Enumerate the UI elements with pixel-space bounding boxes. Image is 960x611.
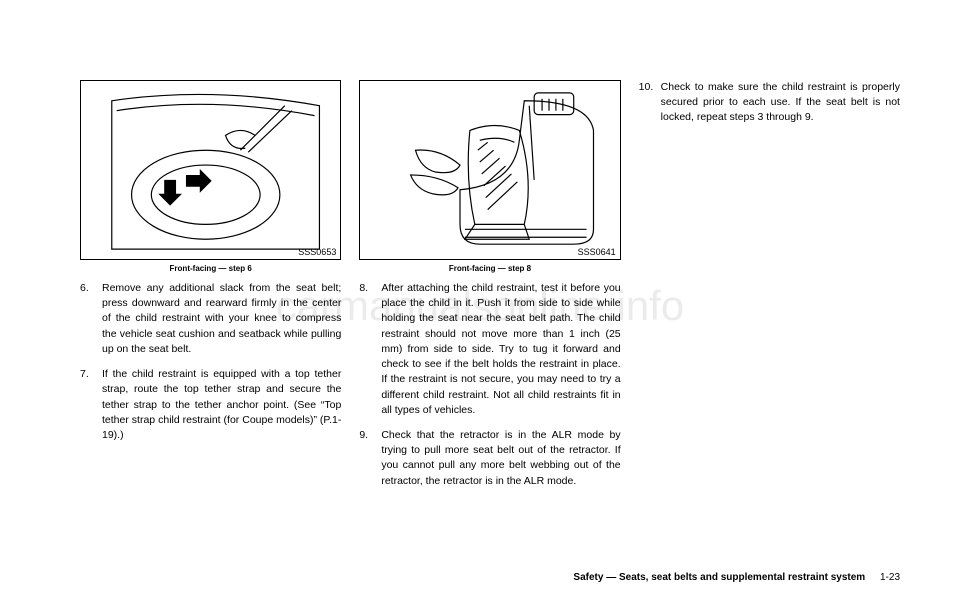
column-3: 10. Check to make sure the child restrai… [639,80,900,499]
figure-step-8: SSS0641 [359,80,620,260]
illustration-test-restraint [360,81,619,259]
figure-step-6: SSS0653 [80,80,341,260]
step-10: 10. Check to make sure the child restrai… [639,80,900,126]
step-8: 8. After attaching the child restraint, … [359,281,620,418]
figure-caption: Front-facing — step 6 [80,264,341,273]
step-text: Check to make sure the child restraint i… [661,80,900,126]
manual-page: SSS0653 Front-facing — step 6 6. Remove … [0,0,960,529]
footer-page-number: 1-23 [880,572,900,583]
figure-caption: Front-facing — step 8 [359,264,620,273]
step-text: Remove any additional slack from the sea… [102,281,341,357]
figure-code: SSS0641 [578,247,616,257]
step-text: If the child restraint is equipped with … [102,367,341,443]
column-1: SSS0653 Front-facing — step 6 6. Remove … [80,80,341,499]
step-9: 9. Check that the retractor is in the AL… [359,428,620,489]
step-text: After attaching the child restraint, tes… [381,281,620,418]
figure-code: SSS0653 [298,247,336,257]
page-footer: Safety — Seats, seat belts and supplemen… [573,572,900,583]
column-2: SSS0641 Front-facing — step 8 8. After a… [359,80,620,499]
footer-section: Safety — Seats, seat belts and supplemen… [573,572,865,583]
step-6: 6. Remove any additional slack from the … [80,281,341,357]
step-number: 10. [639,80,661,126]
step-number: 8. [359,281,381,418]
step-text: Check that the retractor is in the ALR m… [381,428,620,489]
step-7: 7. If the child restraint is equipped wi… [80,367,341,443]
step-number: 6. [80,281,102,357]
step-number: 7. [80,367,102,443]
illustration-belt-slack [81,81,340,259]
step-number: 9. [359,428,381,489]
